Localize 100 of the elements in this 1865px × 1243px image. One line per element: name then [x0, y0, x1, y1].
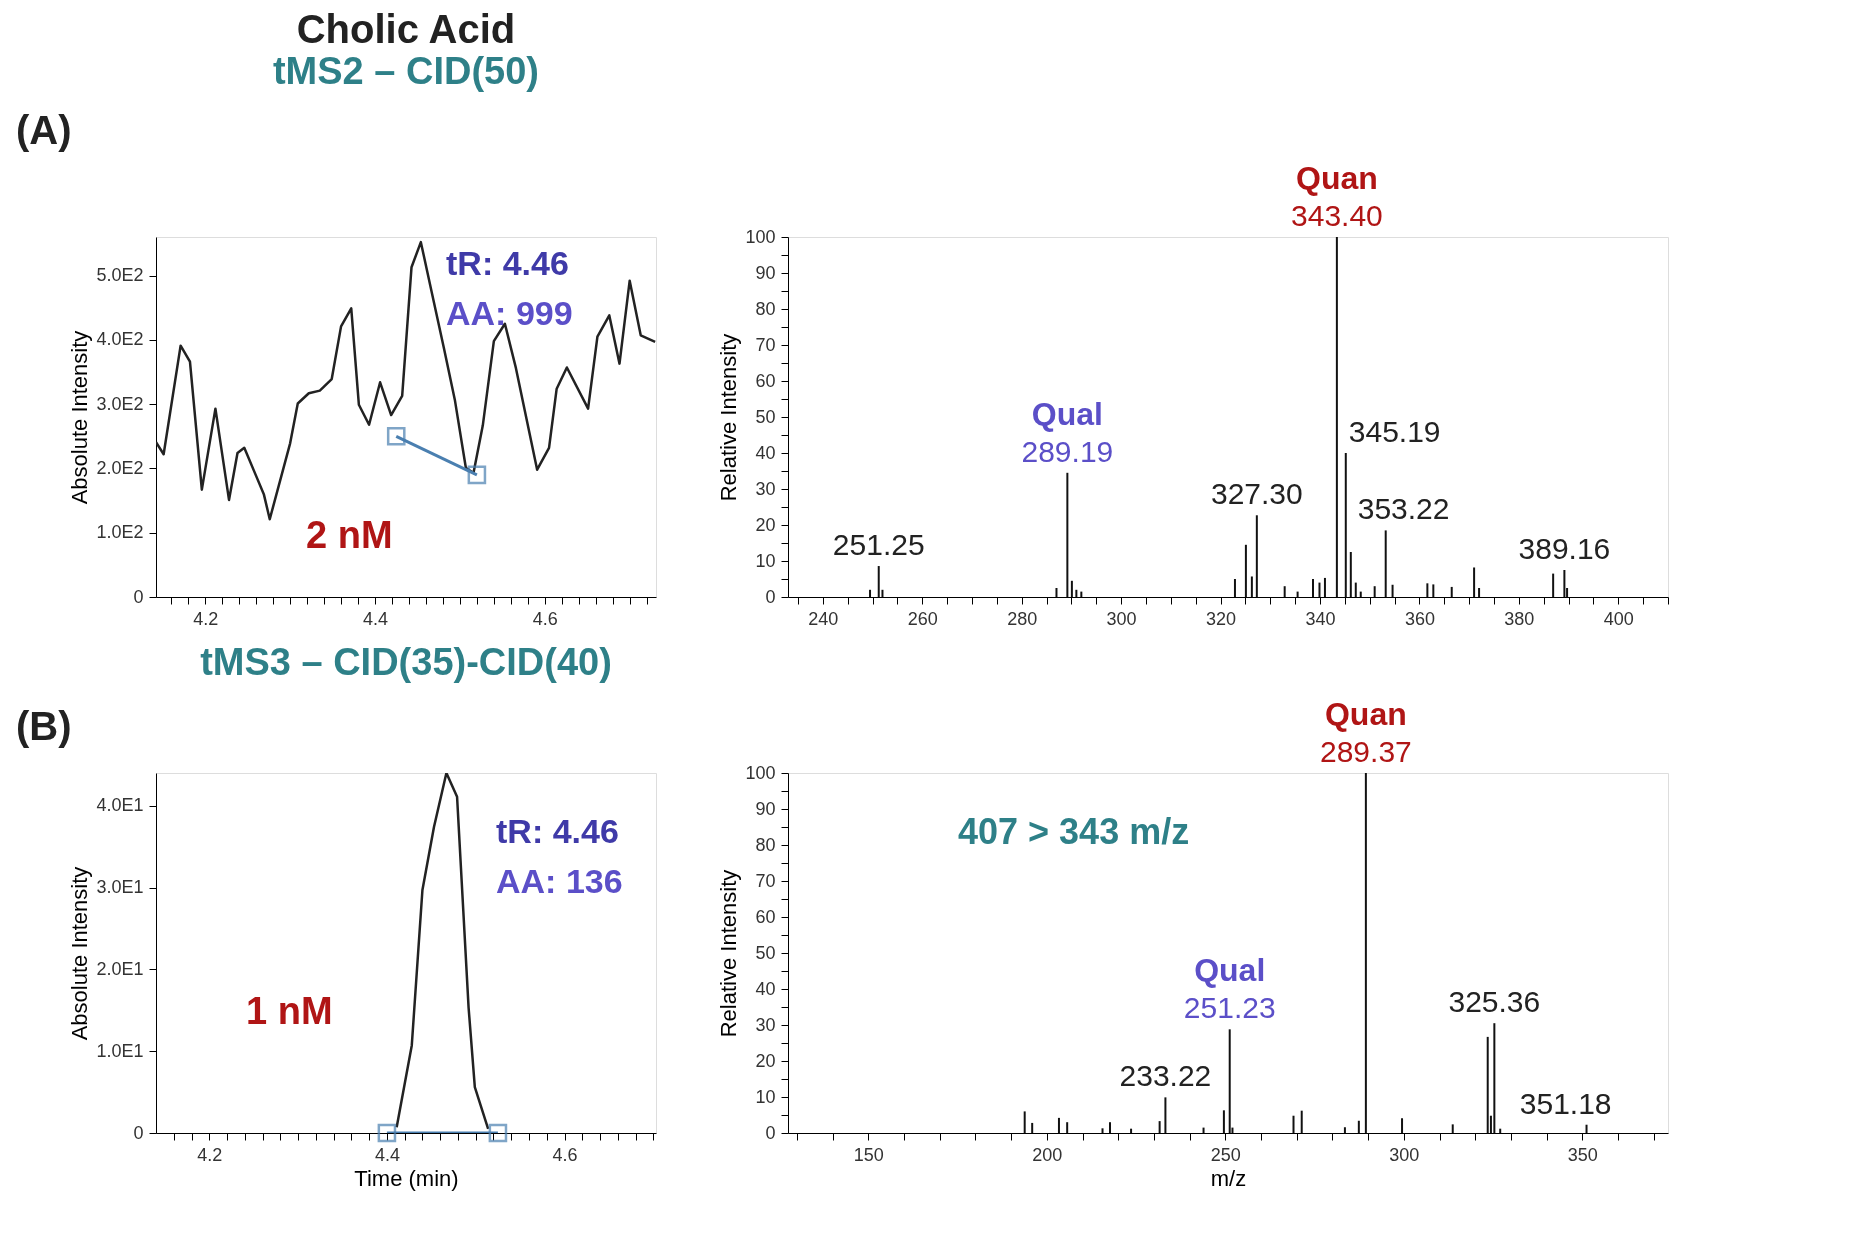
x-tick-label: 4.6: [552, 1144, 578, 1165]
bar: [1109, 1122, 1112, 1133]
annotation: tR: 4.46: [496, 812, 619, 850]
y-tick-label: 70: [755, 870, 776, 891]
y-tick-label: 80: [755, 834, 776, 855]
x-tick-label: 340: [1305, 608, 1336, 629]
bar: [1357, 1120, 1360, 1133]
bar: [1031, 1122, 1034, 1133]
annotation: 289.19: [1021, 434, 1114, 468]
line-series: [156, 240, 656, 521]
bar: [1158, 1121, 1161, 1133]
y-tick-label: 0: [765, 586, 776, 607]
annotation: AA: 136: [496, 862, 623, 900]
annotation: tR: 4.46: [446, 244, 569, 282]
x-axis-title: Time (min): [354, 1165, 459, 1191]
bar: [1202, 1127, 1205, 1133]
bar: [869, 589, 872, 597]
annotation: 1 nM: [246, 990, 333, 1032]
bar: [1228, 1029, 1231, 1133]
y-tick-label: 0: [133, 1122, 144, 1143]
annotation: 389.16: [1518, 532, 1611, 565]
y-tick-label: 90: [755, 798, 776, 819]
y-tick-label: 4.0E2: [96, 329, 144, 350]
bar: [1384, 530, 1387, 597]
bar: [1478, 588, 1481, 597]
bar: [1323, 577, 1326, 597]
bar: [1055, 588, 1058, 597]
bar: [1343, 1127, 1346, 1133]
x-tick-label: 380: [1504, 608, 1535, 629]
y-tick-label: 1.0E2: [96, 522, 144, 543]
bar: [1312, 579, 1315, 597]
annotation: 407 > 343 m/z: [958, 811, 1190, 852]
bar: [1300, 1110, 1303, 1133]
bar: [877, 566, 880, 597]
bar: [1401, 1118, 1404, 1133]
annotation: Qual: [1031, 395, 1103, 432]
y-tick-label: 100: [745, 762, 776, 783]
bar: [1244, 544, 1247, 597]
bar: [1432, 584, 1435, 597]
x-tick-label: 4.4: [374, 1144, 400, 1165]
chart-subtitle: tMS2 – CID(50): [272, 50, 540, 92]
y-tick-label: 20: [755, 514, 776, 535]
bar: [1486, 1036, 1489, 1133]
bar: [1335, 237, 1338, 597]
chart-title: Cholic Acid: [296, 7, 516, 51]
annotation: 345.19: [1348, 415, 1441, 448]
annotation: 289.37: [1319, 735, 1412, 768]
bar: [1296, 591, 1299, 597]
text: (B): [16, 704, 72, 748]
y-tick-label: 100: [745, 226, 776, 247]
y-tick-label: 80: [755, 298, 776, 319]
annotation: 251.23: [1183, 991, 1276, 1025]
y-tick-label: 3.0E2: [96, 393, 144, 414]
annotation: 233.22: [1119, 1059, 1212, 1093]
bar: [1066, 472, 1069, 597]
y-tick-label: 4.0E1: [96, 795, 144, 816]
bar: [1493, 1023, 1496, 1133]
chart-subtitle: tMS3 – CID(35)-CID(40): [200, 641, 612, 683]
y-tick-label: 50: [755, 942, 776, 963]
annotation: Quan: [1324, 696, 1407, 732]
annotation: Quan: [1295, 160, 1378, 196]
y-tick-label: 20: [755, 1050, 776, 1071]
y-tick-label: 90: [755, 262, 776, 283]
y-tick-label: 30: [755, 1014, 776, 1035]
y-tick-label: 0: [765, 1122, 776, 1143]
bar: [1450, 586, 1453, 597]
x-tick-label: 400: [1603, 608, 1634, 629]
x-tick-label: 250: [1210, 1144, 1241, 1165]
y-tick-label: 40: [755, 442, 776, 463]
y-tick-label: 2.0E1: [96, 958, 144, 979]
x-tick-label: 280: [1007, 608, 1038, 629]
annotation: Qual: [1194, 952, 1266, 989]
bar: [1292, 1115, 1295, 1133]
annotation: 343.40: [1291, 199, 1383, 232]
y-tick-label: 2.0E2: [96, 457, 144, 478]
bar: [1373, 586, 1376, 597]
annotation: AA: 999: [446, 294, 573, 332]
y-tick-label: 5.0E2: [96, 265, 144, 286]
bar: [1552, 573, 1555, 597]
bar: [1023, 1111, 1026, 1133]
annotation: 2 nM: [306, 514, 393, 556]
x-tick-label: 300: [1389, 1144, 1420, 1165]
x-tick-label: 4.4: [363, 608, 389, 629]
bar: [1250, 576, 1253, 597]
y-tick-label: 50: [755, 406, 776, 427]
y-axis-title: Relative Intensity: [716, 333, 742, 502]
bar: [1585, 1124, 1588, 1133]
bar: [1101, 1128, 1104, 1133]
bar: [1222, 1110, 1225, 1133]
y-tick-label: 60: [755, 906, 776, 927]
x-tick-label: 4.2: [193, 608, 219, 629]
bar: [1057, 1117, 1060, 1133]
y-tick-label: 60: [755, 370, 776, 391]
x-tick-label: 240: [808, 608, 839, 629]
bar: [1451, 1124, 1454, 1133]
y-tick-label: 10: [755, 550, 776, 571]
y-axis-title: Absolute Intensity: [67, 866, 93, 1041]
bar: [1364, 773, 1367, 1133]
bar: [1344, 453, 1347, 597]
x-axis-title: m/z: [1210, 1165, 1247, 1191]
